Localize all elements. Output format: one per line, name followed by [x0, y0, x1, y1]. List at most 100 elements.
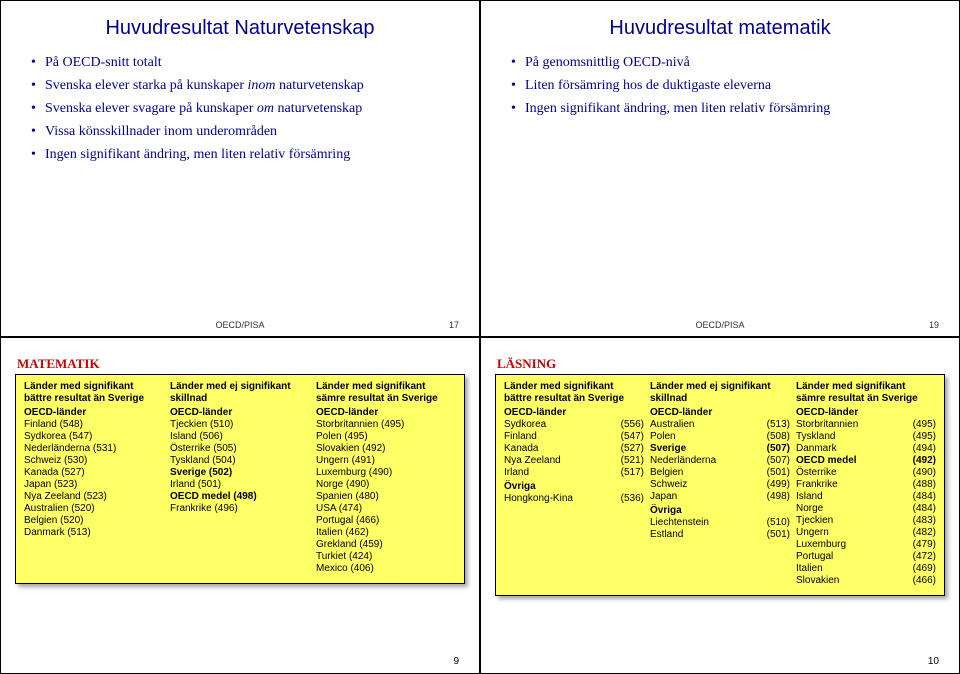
footer-label: OECD/PISA	[695, 320, 744, 330]
table-row: Frankrike(488)	[796, 479, 936, 491]
column-subhead: Övriga	[504, 481, 644, 493]
bullet-item: Ingen signifikant ändring, men liten rel…	[45, 146, 461, 165]
column-header: Länder med signifikant sämre resultat än…	[316, 381, 456, 405]
bullet-item: Svenska elever starka på kunskaper inom …	[45, 77, 461, 96]
slide-title: Huvudresultat Naturvetenskap	[19, 17, 461, 40]
table-row: Turkiet (424)	[316, 551, 456, 563]
table-row: Finland(547)	[504, 431, 644, 443]
table-row: Mexico (406)	[316, 563, 456, 575]
slide-bottom-right: LÄSNING Länder med signifikant bättre re…	[480, 337, 960, 674]
column-header: Länder med ej signifikant skillnad	[170, 381, 310, 405]
table-row: Italien (462)	[316, 527, 456, 539]
table-row: Tjeckien(483)	[796, 515, 936, 527]
table-row: Irland (501)	[170, 479, 310, 491]
table-row: Kanada(527)	[504, 443, 644, 455]
table-row: Frankrike (496)	[170, 503, 310, 515]
table-row: Nederländerna (531)	[24, 443, 164, 455]
table-row: Portugal (466)	[316, 515, 456, 527]
table-row: Österrike (505)	[170, 443, 310, 455]
table-row: Sverige (502)	[170, 467, 310, 479]
table-row: Estland(501)	[650, 529, 790, 541]
table-row: Kanada (527)	[24, 467, 164, 479]
page-number: 9	[453, 656, 459, 667]
column-subhead: OECD-länder	[24, 407, 164, 419]
table-row: Ungern(482)	[796, 527, 936, 539]
table-row: Australien (520)	[24, 503, 164, 515]
table-row: Luxemburg(479)	[796, 539, 936, 551]
bullet-item: Vissa könsskillnader inom underområden	[45, 123, 461, 142]
table-row: Slovakien (492)	[316, 443, 456, 455]
bullet-list: På genomsnittlig OECD-nivå Liten försämr…	[499, 54, 941, 119]
bullet-item: Liten försämring hos de duktigaste eleve…	[525, 77, 941, 96]
table-row: Sydkorea (547)	[24, 431, 164, 443]
table-row: Belgien (520)	[24, 515, 164, 527]
table-row: Nederländerna(507)	[650, 455, 790, 467]
bullet-list: På OECD-snitt totalt Svenska elever star…	[19, 54, 461, 164]
table-row: Nya Zeeland(521)	[504, 455, 644, 467]
column-subhead: OECD-länder	[650, 407, 790, 419]
table-row: Japan (523)	[24, 479, 164, 491]
table-row: OECD medel(492)	[796, 455, 936, 467]
bullet-item: På OECD-snitt totalt	[45, 54, 461, 73]
box-title: LÄSNING	[497, 356, 945, 372]
table-row: Portugal(472)	[796, 551, 936, 563]
table-row: Grekland (459)	[316, 539, 456, 551]
table-row: Belgien(501)	[650, 467, 790, 479]
bullet-item: På genomsnittlig OECD-nivå	[525, 54, 941, 73]
table-row: Australien(513)	[650, 419, 790, 431]
table-row: Polen (495)	[316, 431, 456, 443]
table-row: Österrike(490)	[796, 467, 936, 479]
footer-page: 17	[449, 320, 459, 330]
table-row: Norge(484)	[796, 503, 936, 515]
bullet-item: Svenska elever svagare på kunskaper om n…	[45, 100, 461, 119]
table-row: Luxemburg (490)	[316, 467, 456, 479]
column-header: Länder med signifikant bättre resultat ä…	[504, 381, 644, 405]
table-row: Nya Zeeland (523)	[24, 491, 164, 503]
slide-top-right: Huvudresultat matematik På genomsnittlig…	[480, 0, 960, 337]
column-subhead: Övriga	[650, 505, 790, 517]
table-row: Slovakien(466)	[796, 575, 936, 587]
table-row: Schweiz (530)	[24, 455, 164, 467]
column-subhead: OECD-länder	[316, 407, 456, 419]
box-title: MATEMATIK	[17, 356, 465, 372]
table-row: Danmark (513)	[24, 527, 164, 539]
column-header: Länder med ej signifikant skillnad	[650, 381, 790, 405]
page-number: 10	[928, 656, 939, 667]
slide-title: Huvudresultat matematik	[499, 17, 941, 40]
column-header: Länder med signifikant sämre resultat än…	[796, 381, 936, 405]
column-subhead: OECD-länder	[796, 407, 936, 419]
table-row: OECD medel (498)	[170, 491, 310, 503]
table-row: Storbritannien (495)	[316, 419, 456, 431]
column-header: Länder med signifikant bättre resultat ä…	[24, 381, 164, 405]
yellow-table: Länder med signifikant bättre resultat ä…	[495, 374, 945, 596]
table-row: Island(484)	[796, 491, 936, 503]
table-row: Italien(469)	[796, 563, 936, 575]
table-row: Tyskland(495)	[796, 431, 936, 443]
table-row: Storbritannien(495)	[796, 419, 936, 431]
footer-page: 19	[929, 320, 939, 330]
column-subhead: OECD-länder	[504, 407, 644, 419]
table-row: Tyskland (504)	[170, 455, 310, 467]
table-row: USA (474)	[316, 503, 456, 515]
table-row: Norge (490)	[316, 479, 456, 491]
column-subhead: OECD-länder	[170, 407, 310, 419]
table-row: Tjeckien (510)	[170, 419, 310, 431]
table-row: Danmark(494)	[796, 443, 936, 455]
table-row: Polen(508)	[650, 431, 790, 443]
table-row: Spanien (480)	[316, 491, 456, 503]
table-row: Japan(498)	[650, 491, 790, 503]
table-row: Island (506)	[170, 431, 310, 443]
table-row: Irland(517)	[504, 467, 644, 479]
slide-bottom-left: MATEMATIK Länder med signifikant bättre …	[0, 337, 480, 674]
table-row: Liechtenstein(510)	[650, 517, 790, 529]
table-row: Hongkong-Kina(536)	[504, 493, 644, 505]
table-row: Sverige(507)	[650, 443, 790, 455]
table-row: Schweiz(499)	[650, 479, 790, 491]
yellow-table: Länder med signifikant bättre resultat ä…	[15, 374, 465, 584]
footer-label: OECD/PISA	[215, 320, 264, 330]
table-row: Ungern (491)	[316, 455, 456, 467]
slide-top-left: Huvudresultat Naturvetenskap På OECD-sni…	[0, 0, 480, 337]
bullet-item: Ingen signifikant ändring, men liten rel…	[525, 100, 941, 119]
table-row: Finland (548)	[24, 419, 164, 431]
table-row: Sydkorea(556)	[504, 419, 644, 431]
